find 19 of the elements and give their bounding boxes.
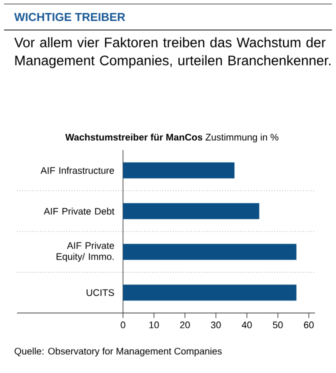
chart-title: WICHTIGE TREIBER [14, 12, 126, 22]
text: Wachstumstreiber für ManCos Zustimmung in % [65, 134, 278, 142]
y-tick-label: AIF Infrastructure [40, 166, 114, 174]
x-tick-label: 40 [242, 322, 252, 328]
chart-subtitle: Vor allem vier Faktoren treiben das Wachstum der Management Companies, urteilen Branchenkenner. [14, 37, 330, 68]
bar [122, 284, 296, 301]
bar [122, 244, 296, 260]
x-tick-label: 50 [272, 322, 283, 328]
x-tick-label: 0 [120, 322, 126, 328]
y-tick-label: AIF Private Debt [44, 208, 114, 215]
x-tick-label: 10 [149, 322, 159, 328]
y-tick-label: AIF Private Equity/ Immo. [56, 242, 114, 262]
bar [122, 162, 234, 178]
bar [122, 203, 260, 220]
source-note: Quelle: Observatory for Management Companies [14, 348, 222, 356]
x-tick-label: 20 [180, 322, 190, 328]
x-tick-label: 60 [304, 322, 314, 328]
x-tick-label: 30 [210, 322, 221, 328]
y-tick-label: UCITS [86, 289, 114, 296]
